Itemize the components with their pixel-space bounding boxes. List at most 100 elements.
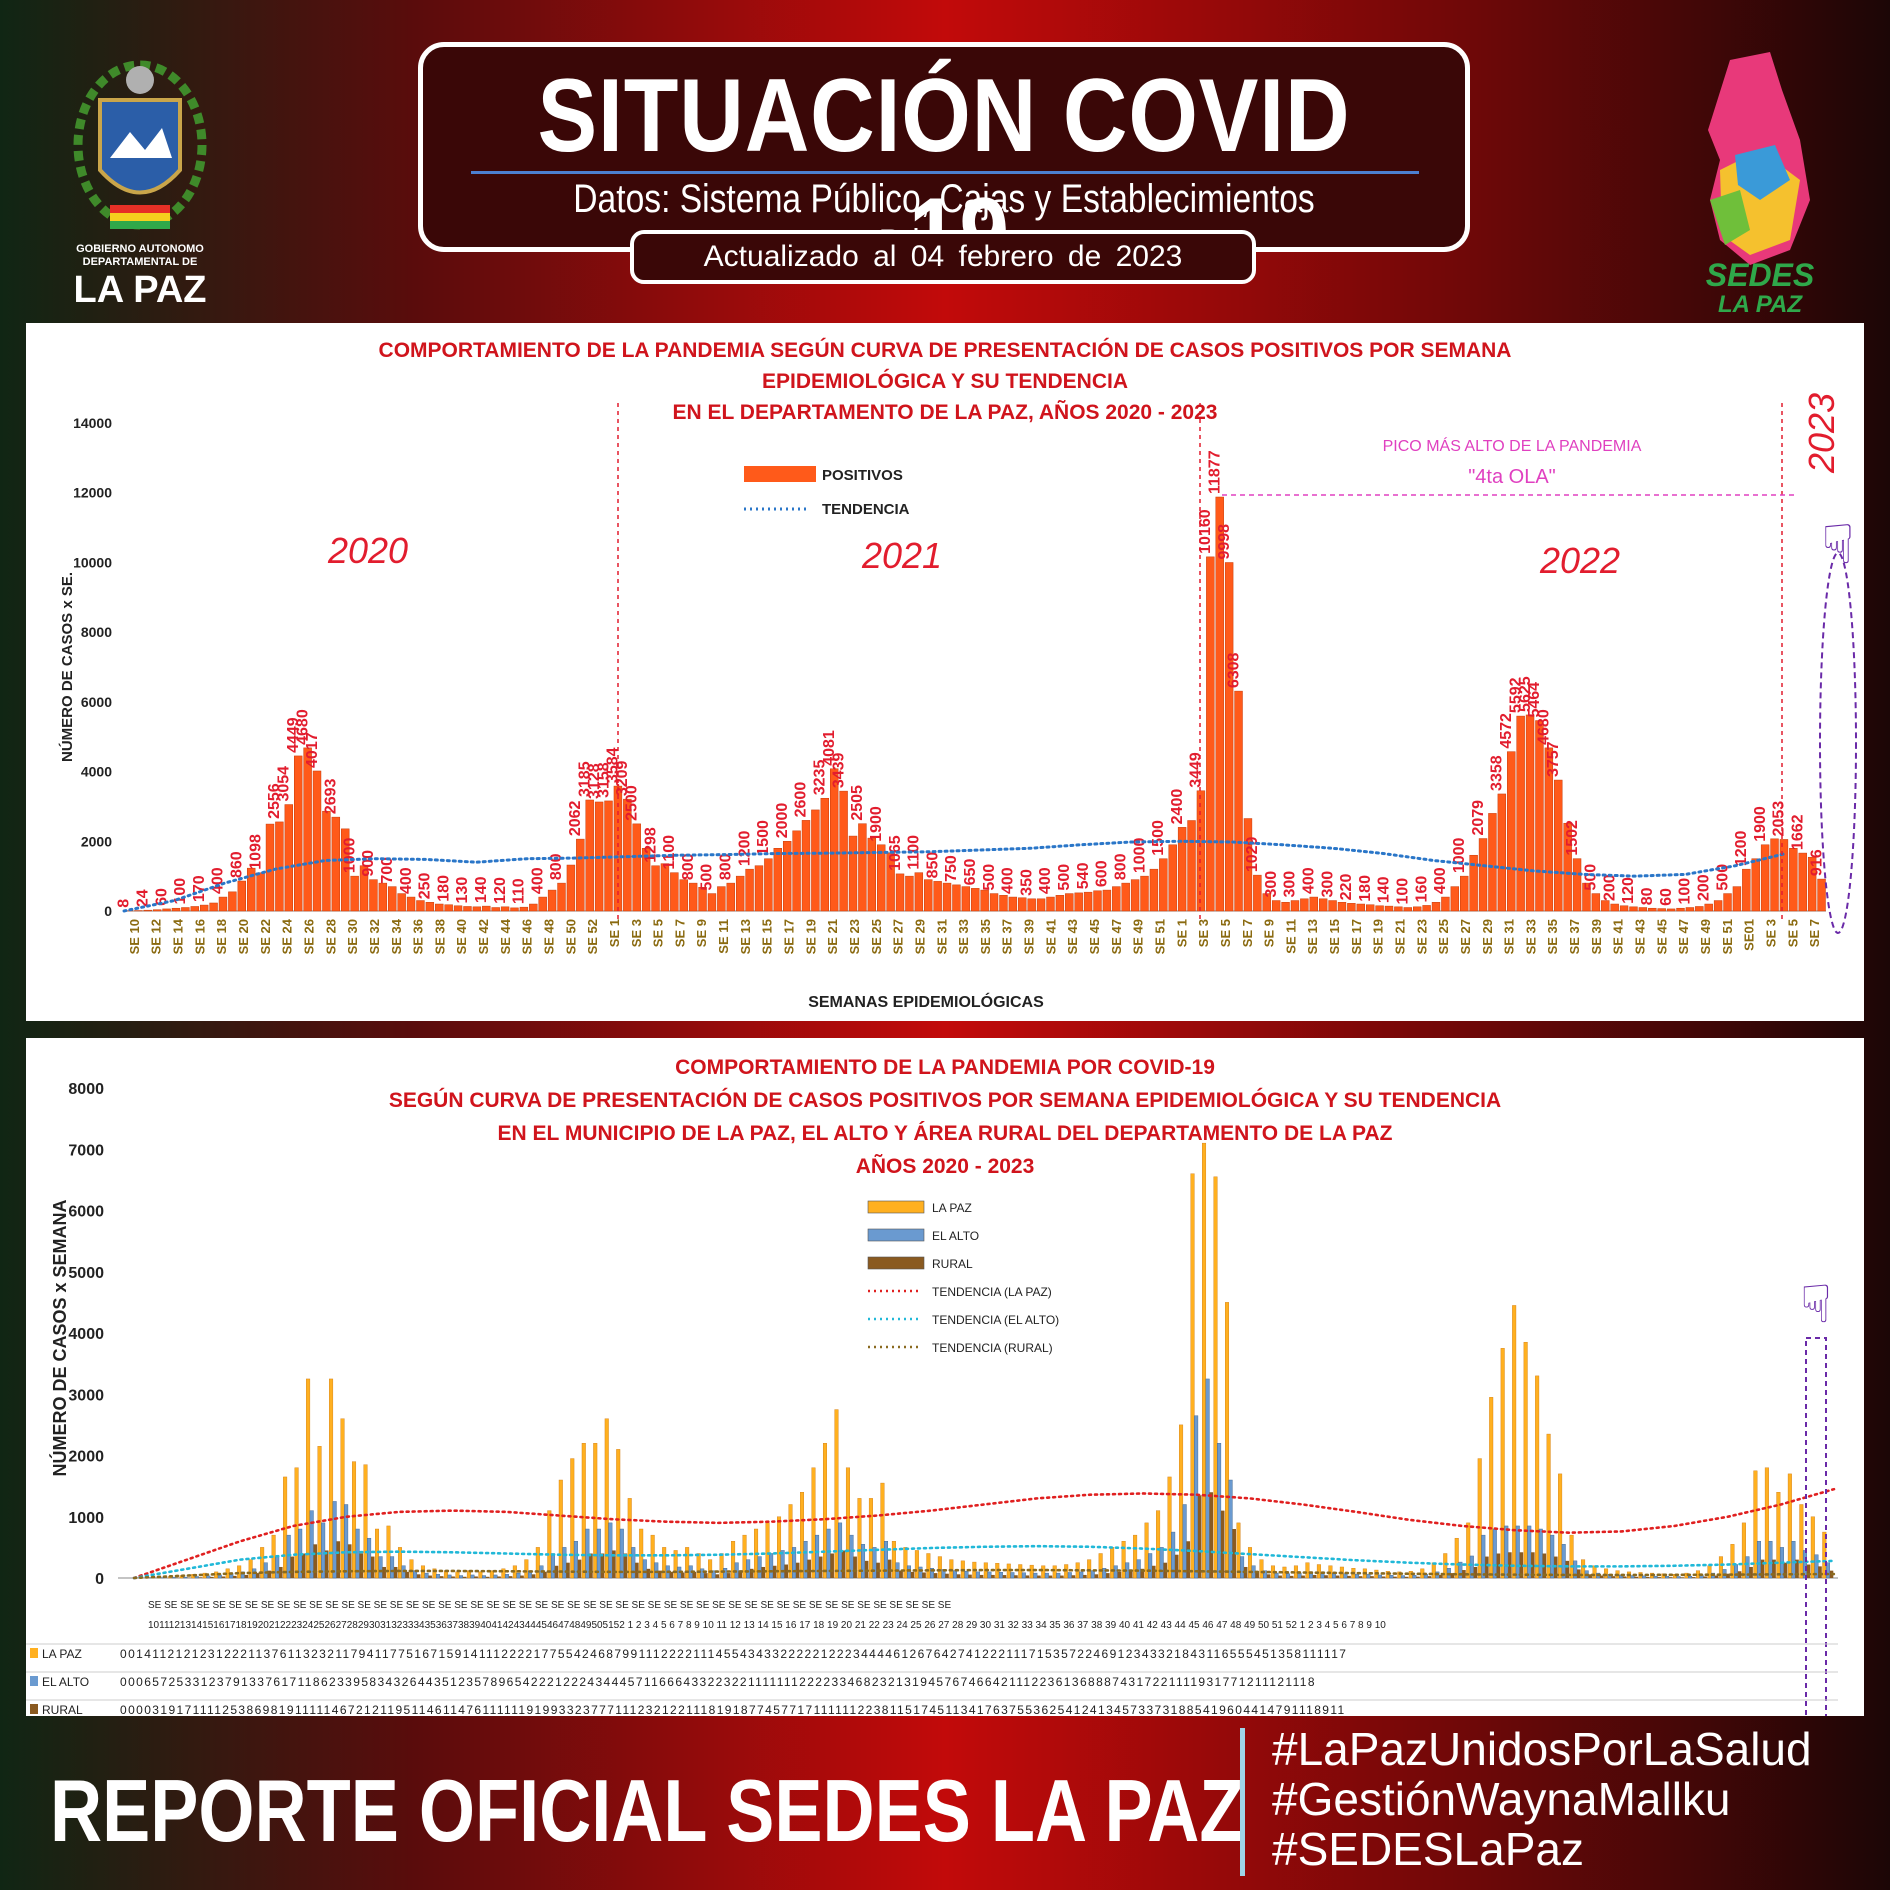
bar-rural xyxy=(887,1559,892,1578)
bar-positivos xyxy=(181,907,190,912)
bar-positivos xyxy=(764,858,773,912)
bar-positivos xyxy=(1798,852,1807,912)
bar-la-paz xyxy=(845,1467,850,1579)
bar-la-paz xyxy=(1121,1541,1126,1579)
bar-rural xyxy=(1760,1559,1765,1578)
bar-positivos xyxy=(670,872,679,912)
chart-municipios-panel: COMPORTAMIENTO DE LA PANDEMIA POR COVID-… xyxy=(26,1038,1864,1719)
x-tick-label: SE 18 xyxy=(214,919,229,954)
bar-el-alto xyxy=(1504,1525,1509,1579)
bar-rural xyxy=(1416,1576,1420,1578)
x-tick-label: SE 48 xyxy=(542,919,557,954)
bar-positivos xyxy=(867,837,877,912)
data-label: 3235 xyxy=(812,760,829,796)
bar-el-alto xyxy=(390,1556,395,1579)
x-tick-label: SE 21 xyxy=(825,919,840,954)
bar-rural xyxy=(301,1553,306,1578)
bar-positivos xyxy=(1140,875,1149,912)
bar-positivos xyxy=(895,873,905,912)
x-tick-label: SE 38 xyxy=(432,919,447,954)
bar-el-alto xyxy=(562,1547,567,1579)
bar-rural xyxy=(1450,1573,1455,1578)
data-label: 2053 xyxy=(1771,801,1788,837)
hashtag-3[interactable]: #SEDESLaPaz xyxy=(1272,1823,1584,1875)
data-label: 120 xyxy=(1620,877,1637,904)
bar-la-paz xyxy=(1316,1564,1321,1579)
bar-positivos xyxy=(491,907,500,912)
bar-el-alto xyxy=(1768,1541,1773,1579)
logo-right-text2: LA PAZ xyxy=(1718,291,1803,318)
bar-positivos xyxy=(1431,902,1441,912)
hashtag-2[interactable]: #GestiónWaynaMallku xyxy=(1272,1773,1731,1825)
bar-la-paz xyxy=(926,1553,931,1579)
bar-rural xyxy=(1381,1576,1386,1578)
bar-rural xyxy=(681,1572,685,1578)
bar-positivos xyxy=(369,879,378,912)
bar-positivos xyxy=(1196,790,1206,912)
bar-la-paz xyxy=(1247,1547,1252,1579)
bar-positivos xyxy=(1685,907,1695,912)
data-label: 400 xyxy=(1000,867,1017,894)
bar-rural xyxy=(761,1566,766,1578)
data-label: 5625 xyxy=(1517,676,1534,712)
x-tick-label: SE 45 xyxy=(1654,919,1669,954)
bar-el-alto xyxy=(183,1576,188,1579)
bar-rural xyxy=(956,1574,961,1578)
hashtag-1[interactable]: #LaPazUnidosPorLaSalud xyxy=(1272,1723,1812,1775)
bar-rural xyxy=(439,1576,444,1578)
x-tick-label: SE 22 xyxy=(258,919,273,954)
chart1-svg: 0 2000 4000 6000 8000 10000 12000 14000 NÚMERO D… xyxy=(58,393,1857,1011)
data-label: 860 xyxy=(229,851,246,878)
bar-el-alto xyxy=(206,1575,211,1579)
data-label: 5592 xyxy=(1507,677,1524,713)
x-tick-label: SE 52 xyxy=(585,919,600,954)
data-label: 4017 xyxy=(304,732,321,768)
x-tick-label: SE 1 xyxy=(1174,919,1189,947)
bar-rural xyxy=(1439,1574,1443,1578)
legend-swatch xyxy=(867,1228,925,1242)
bar-rural xyxy=(210,1576,214,1578)
bar-el-alto xyxy=(1389,1575,1394,1579)
bar-positivos xyxy=(1525,714,1535,912)
bar-rural xyxy=(1588,1574,1593,1578)
bar-la-paz xyxy=(1213,1176,1218,1579)
bar-rural xyxy=(1668,1577,1673,1578)
data-label: 1000 xyxy=(1451,837,1468,873)
bar-la-paz xyxy=(363,1464,368,1579)
bar-positivos xyxy=(1413,906,1422,912)
bar-rural xyxy=(1255,1571,1259,1578)
bar-rural xyxy=(520,1575,524,1578)
data-label: 120 xyxy=(492,877,509,904)
bar-el-alto xyxy=(332,1501,337,1579)
bar-positivos xyxy=(350,875,359,912)
bar-el-alto xyxy=(654,1562,659,1579)
hand-pointer-icon: ☟ xyxy=(1822,515,1855,575)
bar-el-alto xyxy=(1136,1559,1141,1579)
chart2-title-line1: COMPORTAMIENTO DE LA PANDEMIA POR COVID-… xyxy=(675,1056,1215,1079)
y-tick-label: 2000 xyxy=(68,1449,104,1466)
bar-positivos xyxy=(1384,905,1394,912)
bar-el-alto xyxy=(1538,1528,1543,1579)
data-label: 2500 xyxy=(623,785,640,821)
bar-rural xyxy=(1462,1570,1466,1578)
bar-positivos xyxy=(529,903,538,912)
x-tick-label: SE 5 xyxy=(1785,919,1800,947)
x-tick-label: SE 16 xyxy=(192,919,207,954)
table-row-values: 0006572533123791337617118623395834326443… xyxy=(120,1675,1316,1689)
y-tick-label: 5000 xyxy=(68,1265,104,1282)
x-header-row: SE SE SE SE SE SE SE SE SE SE SE SE SE S… xyxy=(148,1600,951,1611)
bar-el-alto xyxy=(1067,1572,1072,1579)
hand-pointer-icon: ☟ xyxy=(1800,1276,1832,1334)
bar-la-paz xyxy=(1512,1305,1517,1579)
data-label: 900 xyxy=(360,850,377,877)
x-tick-label: SE 19 xyxy=(1371,919,1386,954)
logo-left-line1: GOBIERNO AUTONOMO xyxy=(76,243,204,255)
bar-la-paz xyxy=(340,1418,345,1579)
x-tick-label: SE 15 xyxy=(760,919,775,954)
bar-positivos xyxy=(726,882,735,912)
bar-positivos xyxy=(1215,496,1224,912)
bar-la-paz xyxy=(1397,1571,1402,1579)
bar-rural xyxy=(991,1574,995,1578)
bar-rural xyxy=(807,1559,811,1578)
y-tick-label: 6000 xyxy=(68,1204,104,1221)
